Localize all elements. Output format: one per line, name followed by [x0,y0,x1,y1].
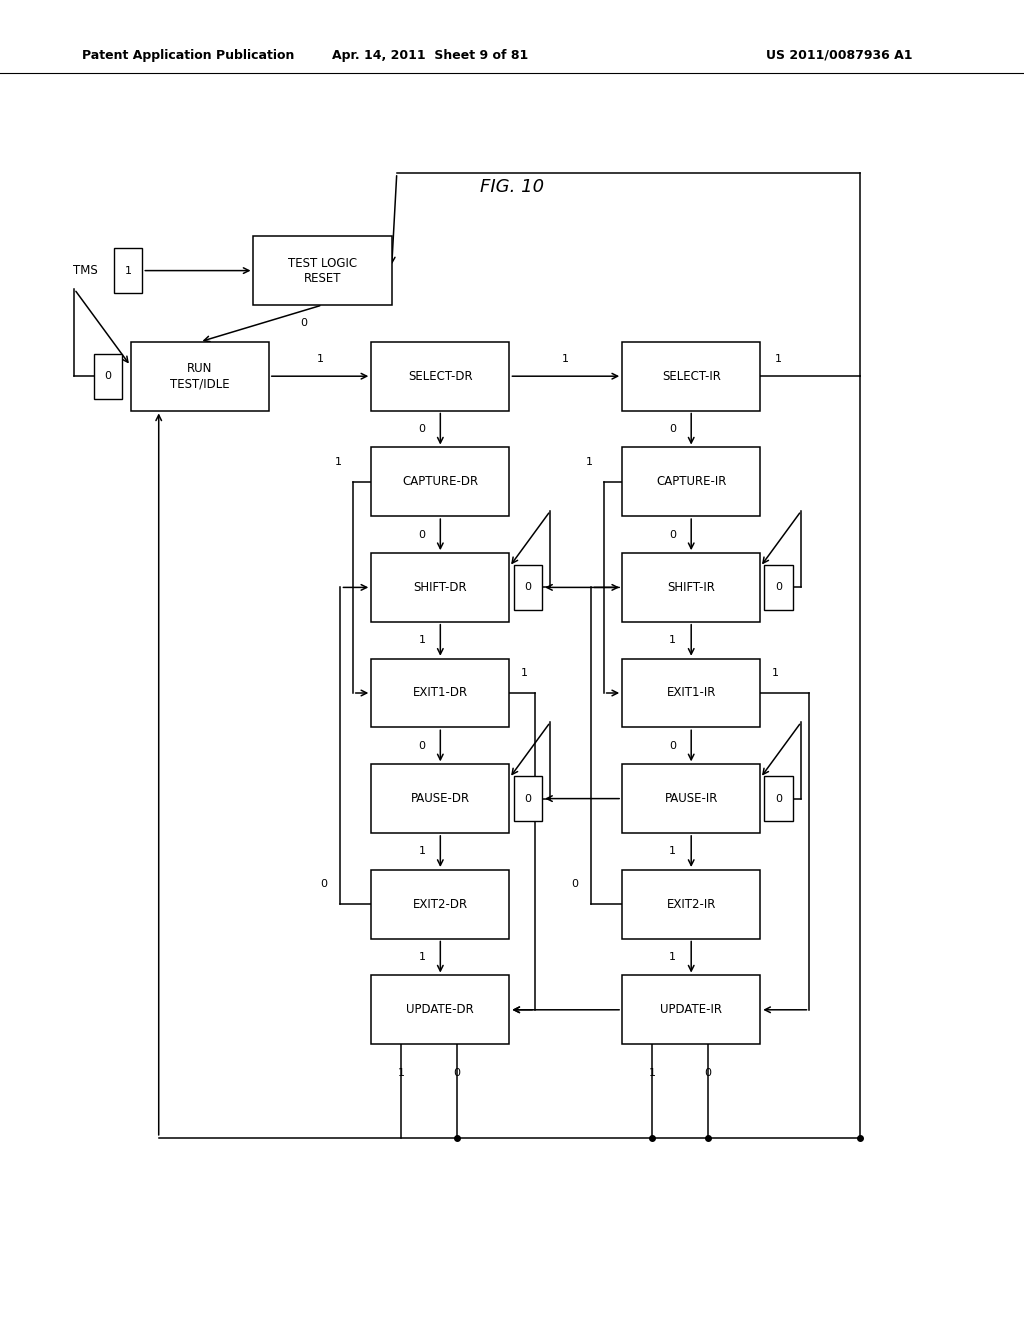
Text: 0: 0 [524,582,531,593]
FancyBboxPatch shape [623,659,760,727]
Text: 1: 1 [398,1068,404,1078]
Text: TMS: TMS [73,264,97,277]
Text: FIG. 10: FIG. 10 [480,178,544,197]
FancyBboxPatch shape [371,447,510,516]
Text: EXIT1-DR: EXIT1-DR [413,686,468,700]
Text: 1: 1 [670,952,676,962]
FancyBboxPatch shape [371,764,510,833]
Text: SELECT-IR: SELECT-IR [662,370,721,383]
Text: US 2011/0087936 A1: US 2011/0087936 A1 [766,49,913,62]
FancyBboxPatch shape [131,342,268,411]
Text: 1: 1 [562,354,569,364]
Text: 1: 1 [419,846,425,857]
Text: 1: 1 [670,846,676,857]
Text: EXIT2-IR: EXIT2-IR [667,898,716,911]
FancyBboxPatch shape [114,248,142,293]
Text: 0: 0 [775,793,782,804]
Text: 0: 0 [419,741,425,751]
FancyBboxPatch shape [623,447,760,516]
Text: TEST LOGIC
RESET: TEST LOGIC RESET [288,256,357,285]
Text: 1: 1 [649,1068,655,1078]
FancyBboxPatch shape [94,354,123,399]
FancyBboxPatch shape [371,553,510,622]
Text: 0: 0 [454,1068,460,1078]
Text: 1: 1 [775,354,782,364]
FancyBboxPatch shape [371,975,510,1044]
Text: UPDATE-IR: UPDATE-IR [660,1003,722,1016]
Text: 0: 0 [670,741,676,751]
Text: EXIT1-IR: EXIT1-IR [667,686,716,700]
Text: CAPTURE-DR: CAPTURE-DR [402,475,478,488]
Text: 1: 1 [125,265,131,276]
Text: 1: 1 [772,668,779,678]
FancyBboxPatch shape [371,659,510,727]
FancyBboxPatch shape [623,553,760,622]
FancyBboxPatch shape [371,342,510,411]
Text: 0: 0 [321,879,328,890]
FancyBboxPatch shape [623,870,760,939]
FancyBboxPatch shape [371,870,510,939]
FancyBboxPatch shape [623,975,760,1044]
Text: 1: 1 [586,457,593,467]
Text: 1: 1 [670,635,676,645]
Text: UPDATE-DR: UPDATE-DR [407,1003,474,1016]
Text: 1: 1 [521,668,528,678]
Text: 0: 0 [705,1068,711,1078]
Text: PAUSE-DR: PAUSE-DR [411,792,470,805]
Text: SELECT-DR: SELECT-DR [408,370,473,383]
Text: 0: 0 [419,529,425,540]
Text: 0: 0 [524,793,531,804]
FancyBboxPatch shape [623,342,760,411]
Text: PAUSE-IR: PAUSE-IR [665,792,718,805]
Text: Apr. 14, 2011  Sheet 9 of 81: Apr. 14, 2011 Sheet 9 of 81 [332,49,528,62]
FancyBboxPatch shape [513,565,543,610]
Text: 0: 0 [419,424,425,434]
Text: 1: 1 [419,635,425,645]
Text: 1: 1 [335,457,342,467]
Text: 1: 1 [419,952,425,962]
Text: SHIFT-DR: SHIFT-DR [414,581,467,594]
FancyBboxPatch shape [623,764,760,833]
Text: SHIFT-IR: SHIFT-IR [668,581,715,594]
FancyBboxPatch shape [764,776,794,821]
Text: EXIT2-DR: EXIT2-DR [413,898,468,911]
Text: 0: 0 [670,529,676,540]
FancyBboxPatch shape [764,565,794,610]
Text: 1: 1 [316,354,324,364]
FancyBboxPatch shape [254,236,391,305]
Text: 0: 0 [104,371,112,381]
FancyBboxPatch shape [513,776,543,821]
Text: 0: 0 [571,879,579,890]
Text: 0: 0 [301,318,307,329]
Text: CAPTURE-IR: CAPTURE-IR [656,475,726,488]
Text: 0: 0 [775,582,782,593]
Text: 0: 0 [670,424,676,434]
Text: RUN
TEST/IDLE: RUN TEST/IDLE [170,362,229,391]
Text: Patent Application Publication: Patent Application Publication [82,49,294,62]
